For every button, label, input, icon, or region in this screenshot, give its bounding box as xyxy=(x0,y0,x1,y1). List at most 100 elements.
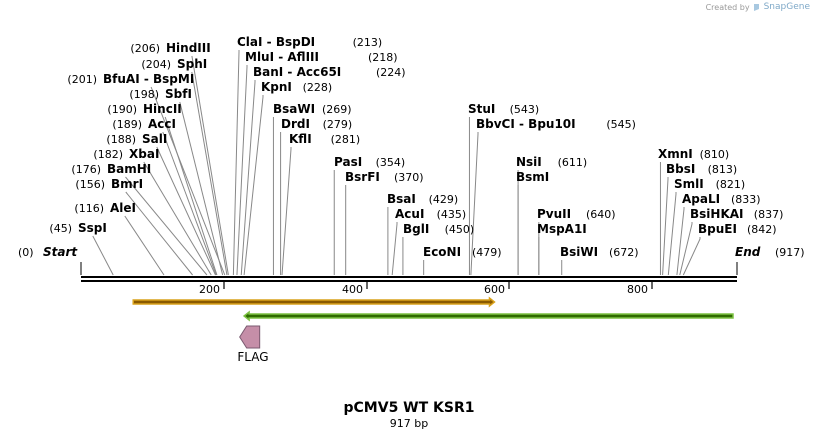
enzyme-name: BsmI xyxy=(516,170,549,184)
tick-label-200: 200 xyxy=(199,283,220,296)
enzyme-name: StuI xyxy=(468,102,495,116)
enzyme-position: (198) xyxy=(129,88,159,101)
orange-feature-arrow[interactable] xyxy=(132,296,496,308)
enzyme-acui[interactable]: AcuI (435) xyxy=(395,207,466,221)
green-feature-arrow[interactable] xyxy=(242,310,734,322)
enzyme-position: (279) xyxy=(323,118,353,131)
enzyme-name: BfuAI - BspMI xyxy=(103,72,194,86)
enzyme-sphi[interactable]: SphI (204) xyxy=(141,57,207,71)
enzyme-position: (190) xyxy=(107,103,137,116)
credit-brand: SnapGene xyxy=(763,2,810,12)
leader-line-bani-acc65i xyxy=(240,80,256,276)
enzyme-position: (228) xyxy=(303,81,333,94)
enzyme-position: (354) xyxy=(376,156,406,169)
enzyme-position: (176) xyxy=(71,163,101,176)
enzyme-position: (224) xyxy=(376,66,406,79)
enzyme-name: XmnI xyxy=(658,147,693,161)
enzyme-position: (479) xyxy=(472,246,502,259)
enzyme-leader-lines xyxy=(92,50,701,276)
enzyme-bsrfi[interactable]: BsrFI (370) xyxy=(345,170,424,184)
enzyme-bani-acc65i[interactable]: BanI - Acc65I (224) xyxy=(253,65,406,79)
enzyme-clai-bspdi[interactable]: ClaI - BspDI (213) xyxy=(237,35,382,49)
enzyme-position: (370) xyxy=(394,171,424,184)
enzyme-bsmi[interactable]: BsmI xyxy=(516,170,549,184)
enzyme-position: (810) xyxy=(700,148,730,161)
enzyme-sbfi[interactable]: SbfI (198) xyxy=(129,87,192,101)
enzyme-bsai[interactable]: BsaI (429) xyxy=(387,192,458,206)
enzyme-apali[interactable]: ApaLI (833) xyxy=(682,192,761,206)
enzyme-name: ClaI - BspDI xyxy=(237,35,315,49)
enzyme-econi[interactable]: EcoNI (479) xyxy=(423,245,502,259)
plasmid-title: pCMV5 WT KSR1 xyxy=(343,400,475,416)
enzyme-drdi[interactable]: DrdI (279) xyxy=(281,117,352,131)
enzyme-position: (672) xyxy=(609,246,639,259)
enzyme-hincii[interactable]: HincII (190) xyxy=(107,102,181,116)
enzyme-bfuai-bspmi[interactable]: BfuAI - BspMI (201) xyxy=(67,72,194,86)
enzyme-name: SbfI xyxy=(165,87,192,101)
enzyme-kfli[interactable]: KflI (281) xyxy=(289,132,360,146)
enzyme-name: SspI xyxy=(78,221,107,235)
end-marker: End (917) xyxy=(735,245,805,275)
leader-line-sphi xyxy=(191,71,228,276)
leader-line-bsihkai xyxy=(679,222,693,276)
flag-feature-arrow[interactable] xyxy=(239,325,261,349)
leader-line-clai-bspdi xyxy=(232,50,240,276)
enzyme-xbai[interactable]: XbaI (182) xyxy=(93,147,159,161)
enzyme-name: DrdI xyxy=(281,117,310,131)
enzyme-mlui-afliii[interactable]: MluI - AflIII (218) xyxy=(245,50,398,64)
start-marker: (0) Start xyxy=(18,245,82,275)
enzyme-position: (116) xyxy=(74,202,104,215)
enzyme-name: ApaLI xyxy=(682,192,720,206)
leader-line-bpuei xyxy=(682,237,701,276)
enzyme-hindiii[interactable]: HindIII (206) xyxy=(130,41,210,55)
leader-line-bbvci-bpu10i xyxy=(470,132,479,276)
enzyme-position: (218) xyxy=(368,51,398,64)
enzyme-name: PvuII xyxy=(537,207,571,221)
enzyme-name: KpnI xyxy=(261,80,292,94)
enzyme-position: (188) xyxy=(106,133,136,146)
enzyme-bbsi[interactable]: BbsI (813) xyxy=(666,162,737,176)
enzyme-sspi[interactable]: SspI (45) xyxy=(49,221,106,235)
enzyme-position: (837) xyxy=(754,208,784,221)
end-position: (917) xyxy=(775,246,805,259)
leader-line-sbfi xyxy=(179,101,224,276)
leader-line-alei xyxy=(124,215,165,276)
leader-line-kpni xyxy=(243,95,264,276)
enzyme-acci[interactable]: AccI (189) xyxy=(112,117,176,131)
enzyme-nsii[interactable]: NsiI (611) xyxy=(516,155,587,169)
enzyme-position: (182) xyxy=(93,148,123,161)
enzyme-bmri[interactable]: BmrI (156) xyxy=(75,177,143,191)
enzyme-name: MspA1I xyxy=(537,222,587,236)
leader-line-mlui-afliii xyxy=(236,65,248,276)
enzyme-bgli[interactable]: BglI (450) xyxy=(403,222,474,236)
enzyme-bbvci-bpu10i[interactable]: BbvCI - Bpu10I (545) xyxy=(476,117,636,131)
enzyme-stui[interactable]: StuI (543) xyxy=(468,102,539,116)
enzyme-kpni[interactable]: KpnI (228) xyxy=(261,80,332,94)
end-label: End xyxy=(735,245,761,259)
enzyme-name: AccI xyxy=(148,117,176,131)
enzyme-mspa1i[interactable]: MspA1I xyxy=(537,222,587,236)
enzyme-position: (821) xyxy=(716,178,746,191)
enzyme-bsihkai[interactable]: BsiHKAI (837) xyxy=(690,207,783,221)
start-position: (0) xyxy=(18,246,34,259)
enzyme-bsawi[interactable]: BsaWI (269) xyxy=(273,102,352,116)
leader-line-smli xyxy=(667,192,677,276)
leader-line-kfli xyxy=(281,147,292,276)
enzyme-position: (640) xyxy=(586,208,616,221)
tick-label-600: 600 xyxy=(484,283,505,296)
enzyme-alei[interactable]: AleI (116) xyxy=(74,201,136,215)
enzyme-bamhi[interactable]: BamHI (176) xyxy=(71,162,151,176)
leader-line-bbsi xyxy=(662,177,669,276)
enzyme-pasi[interactable]: PasI (354) xyxy=(334,155,405,169)
enzyme-bsiwi[interactable]: BsiWI (672) xyxy=(560,245,639,259)
enzyme-name: BbsI xyxy=(666,162,695,176)
enzyme-bpuei[interactable]: BpuEI (842) xyxy=(698,222,777,236)
enzyme-position: (429) xyxy=(429,193,459,206)
enzyme-position: (213) xyxy=(353,36,383,49)
enzyme-xmni[interactable]: XmnI (810) xyxy=(658,147,729,161)
enzyme-sali[interactable]: SalI (188) xyxy=(106,132,167,146)
enzyme-pvuii[interactable]: PvuII (640) xyxy=(537,207,616,221)
enzyme-position: (611) xyxy=(558,156,588,169)
enzyme-smli[interactable]: SmlI (821) xyxy=(674,177,745,191)
features xyxy=(132,296,734,349)
